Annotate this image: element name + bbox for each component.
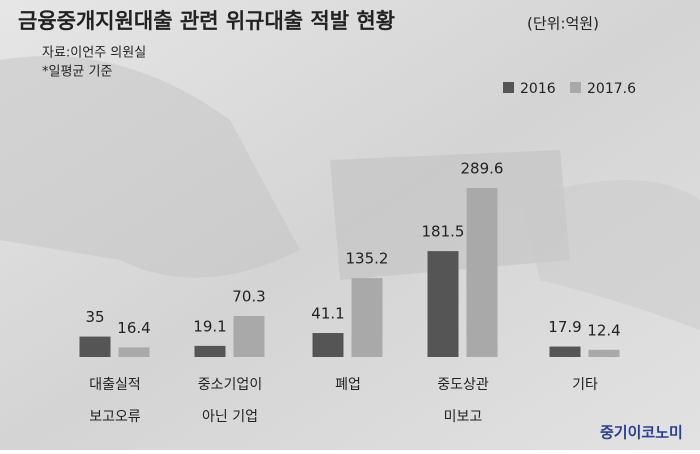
photo-shape [520,180,700,330]
bar [312,333,344,357]
value-label: 70.3 [232,287,265,305]
x-tick-label: 대출실적 [89,377,141,393]
x-tick-label: 기타 [572,377,598,393]
value-label: 35 [85,308,104,326]
value-label: 41.1 [311,305,344,323]
bar [549,346,581,357]
value-label: 135.2 [346,250,389,268]
bar [427,251,459,357]
bar [194,345,226,357]
chart-subtitle: (단위:억원) [527,15,599,33]
bar [79,336,111,357]
value-label: 181.5 [422,223,465,241]
legend-swatch [503,82,514,93]
x-tick-label: 중소기업이 [198,377,262,393]
photo-shape [330,150,570,280]
value-label: 19.1 [193,317,226,335]
x-tick-label: 폐업 [335,377,361,393]
photo-shape [0,56,300,278]
credit: 중기이코노미 [600,424,683,442]
legend-swatch [570,82,581,93]
x-tick-label: 보고오류 [89,409,141,425]
note: *일평균 기준 [42,65,112,80]
value-label: 289.6 [461,160,504,178]
bar [588,349,620,357]
value-label: 16.4 [117,319,150,337]
bar [118,347,150,357]
value-label: 12.4 [587,321,620,339]
legend-label: 2016 [520,81,556,97]
x-tick-label: 아닌 기업 [202,409,258,425]
bar [233,315,265,357]
bar [351,278,383,357]
x-tick-label: 중도상관 [437,377,489,393]
bar [466,188,498,357]
legend-label: 2017.6 [587,81,636,97]
value-label: 17.9 [548,318,581,336]
x-tick-label: 미보고 [444,409,483,425]
chart-title: 금융중개지원대출 관련 위규대출 적발 현황 [18,9,395,33]
source: 자료:이언주 의원실 [42,46,146,61]
